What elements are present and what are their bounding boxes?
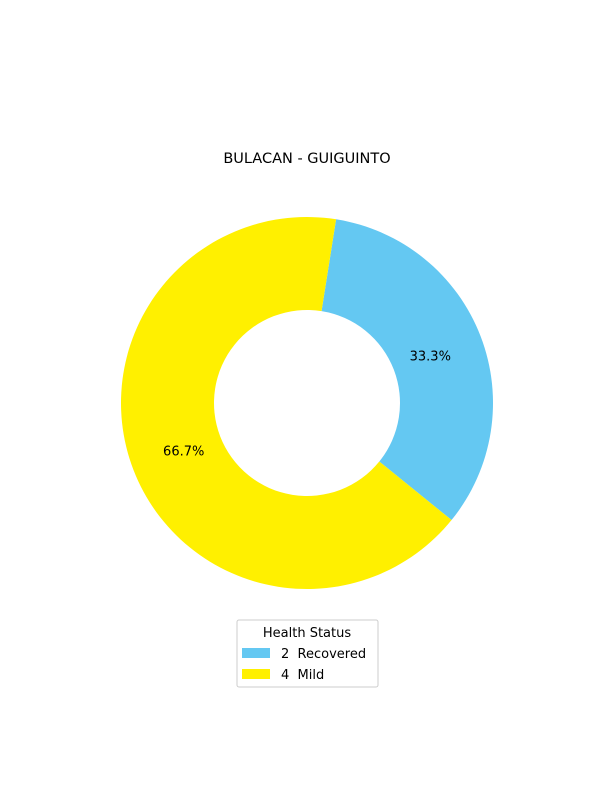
donut-slice-mild [120,217,452,589]
legend-label-mild: 4 Mild [281,668,324,683]
legend-label-recovered: 2 Recovered [281,647,366,662]
percent-labels: 33.3% 66.7% [163,350,451,460]
legend-title: Health Status [263,626,351,641]
donut-slices [120,217,493,589]
percent-label-mild: 66.7% [163,444,204,459]
legend-swatch-recovered [242,648,270,658]
percent-label-recovered: 33.3% [410,350,451,365]
chart-title: BULACAN - GUIGUINTO [223,151,390,167]
legend-swatch-mild [242,669,270,679]
legend: Health Status 2 Recovered 4 Mild [236,619,379,688]
donut-slice-recovered [321,219,493,521]
legend-frame [236,619,379,688]
